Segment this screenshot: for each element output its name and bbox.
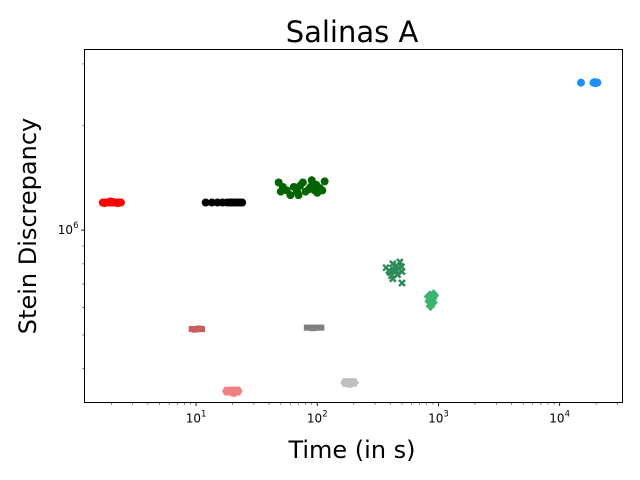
- data-point: [388, 274, 397, 283]
- x-tick-label: 104: [549, 410, 570, 426]
- data-point: [238, 198, 247, 207]
- data-point: [201, 198, 210, 207]
- data-point: [577, 78, 586, 87]
- data-point: [276, 187, 285, 196]
- data-point: [113, 199, 122, 208]
- data-point: [309, 325, 316, 332]
- y-axis-label: Stein Discrepancy: [14, 118, 42, 334]
- data-point: [344, 379, 355, 388]
- x-tick-label: 102: [307, 410, 328, 426]
- data-point: [298, 178, 307, 187]
- data-point: [312, 180, 321, 189]
- data-point: [196, 325, 203, 332]
- data-point: [429, 290, 440, 301]
- data-point: [318, 186, 327, 195]
- data-point: [294, 191, 303, 200]
- data-point: [207, 198, 216, 207]
- data-point: [320, 177, 329, 186]
- data-point: [106, 197, 115, 206]
- data-point: [398, 279, 406, 287]
- data-point: [318, 324, 325, 331]
- data-point: [426, 298, 437, 309]
- data-point: [591, 79, 600, 88]
- chart-title: Salinas A: [286, 15, 419, 49]
- data-point: [397, 262, 406, 271]
- plot-area: [84, 49, 623, 403]
- data-point: [227, 198, 236, 207]
- x-tick-label: 103: [428, 410, 449, 426]
- axis-ticks: 101 102 103 104 106: [58, 63, 618, 426]
- data-points: [98, 78, 602, 397]
- x-axis-label: Time (in s): [287, 436, 415, 464]
- data-point: [385, 266, 393, 275]
- data-point: [192, 326, 199, 333]
- x-tick-label: 101: [186, 410, 207, 426]
- y-tick-label: 106: [58, 221, 79, 237]
- data-point: [286, 191, 295, 200]
- data-point: [228, 388, 239, 397]
